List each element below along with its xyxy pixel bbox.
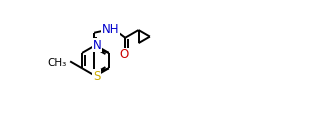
Text: S: S [93,70,100,83]
Text: N: N [93,39,102,52]
Text: CH₃: CH₃ [48,58,67,68]
Text: NH: NH [102,23,119,36]
Text: O: O [120,48,129,61]
